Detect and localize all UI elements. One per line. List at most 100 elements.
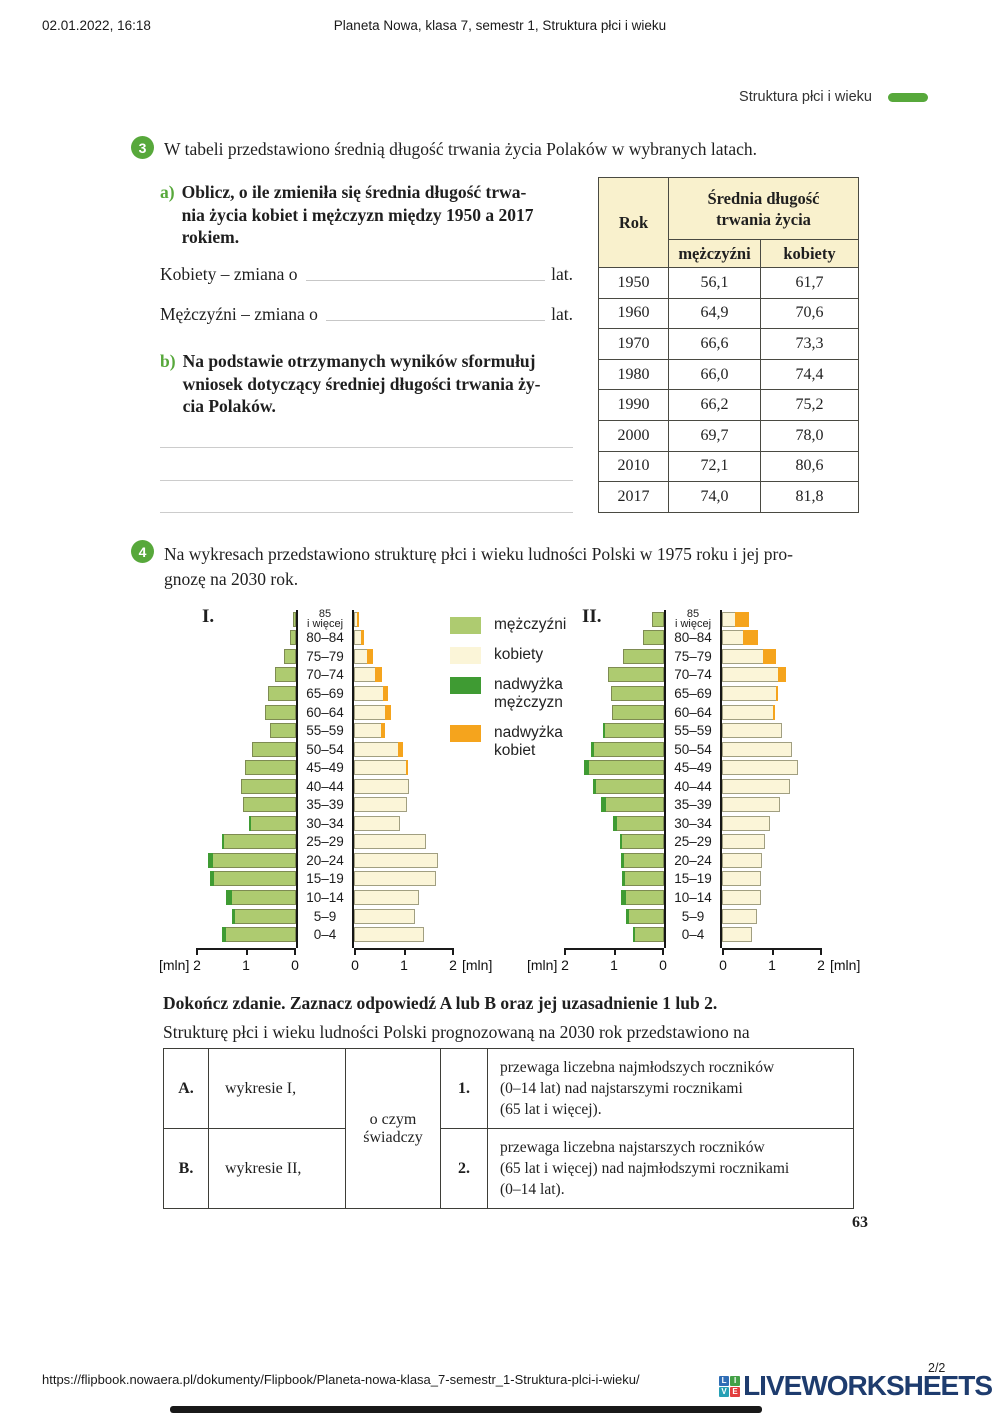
axis-tick-label: 1 xyxy=(242,957,250,973)
answer-line-2[interactable] xyxy=(160,480,573,481)
female-surplus-segment xyxy=(405,760,408,776)
reason-2-text[interactable]: przewaga liczebna najstarszych roczników… xyxy=(487,1128,854,1209)
male-bar xyxy=(283,648,296,664)
pyramid1-title: I. xyxy=(202,606,215,627)
age-label: 15–19 xyxy=(306,871,344,887)
life-table-cell: 1950 xyxy=(598,267,669,299)
life-table-cell: 2017 xyxy=(598,481,669,513)
option-b-label[interactable]: wykresie II, xyxy=(208,1128,346,1209)
male-bar xyxy=(267,685,296,701)
female-bar xyxy=(354,630,364,646)
legend-label: kobiety xyxy=(494,646,544,663)
kobiety-suffix: lat. xyxy=(551,264,573,284)
male-surplus-segment xyxy=(209,871,214,887)
legend-label: nadwyżka kobiet xyxy=(494,724,563,759)
life-table-row: 2017 74,0 81,8 xyxy=(598,481,859,513)
option-a-letter[interactable]: A. xyxy=(163,1048,209,1129)
age-label: 10–14 xyxy=(674,889,712,905)
age-label: 30–34 xyxy=(306,815,344,831)
female-surplus-segment xyxy=(382,685,388,701)
completion-sentence: Strukturę płci i wieku ludności Polski p… xyxy=(163,1022,750,1042)
axis-tick-label: 1 xyxy=(610,957,618,973)
axis-unit-label: [mln] xyxy=(527,957,558,973)
female-bar xyxy=(722,704,775,720)
page-number: 63 xyxy=(852,1214,868,1231)
age-label: 40–44 xyxy=(306,778,344,794)
task3a-label: a) xyxy=(160,182,175,202)
female-surplus-segment xyxy=(763,648,776,664)
life-table-row: 1980 66,0 74,4 xyxy=(598,358,859,391)
life-table-cell: 81,8 xyxy=(760,481,859,513)
age-label: 50–54 xyxy=(674,741,712,757)
female-surplus-segment xyxy=(380,723,385,739)
life-table-row: 1970 66,6 73,3 xyxy=(598,328,859,360)
option-a-label[interactable]: wykresie I, xyxy=(208,1048,346,1129)
logo-tile: E xyxy=(730,1386,741,1397)
source-url: https://flipbook.nowaera.pl/dokumenty/Fl… xyxy=(42,1372,640,1387)
male-surplus-segment xyxy=(612,815,617,831)
male-bar xyxy=(289,630,296,646)
task3-number-badge: 3 xyxy=(131,136,154,159)
pyramid2-female-axis: 0 1 2 [mln] xyxy=(719,948,860,973)
female-bar xyxy=(722,630,758,646)
female-bar xyxy=(722,927,752,943)
life-table-cell: 1970 xyxy=(598,328,669,360)
female-surplus-segment xyxy=(778,667,786,683)
life-table-header-rok: Rok xyxy=(598,177,669,268)
reason-1-text[interactable]: przewaga liczebna najmłodszych roczników… xyxy=(487,1048,854,1129)
section-tab: Struktura płci i wieku xyxy=(739,89,928,105)
life-table-cell: 75,2 xyxy=(760,389,859,421)
age-label: 0–4 xyxy=(313,927,337,943)
male-bar xyxy=(209,871,296,887)
axis-unit-label: [mln] xyxy=(830,957,861,973)
female-bar xyxy=(722,685,778,701)
liveworksheets-icon: L I V E xyxy=(719,1375,741,1397)
male-bar xyxy=(608,667,664,683)
age-label: 55–59 xyxy=(306,723,344,739)
answer-line-3[interactable] xyxy=(160,512,573,513)
life-table-cell: 72,1 xyxy=(668,450,761,483)
age-label: 35–39 xyxy=(674,797,712,813)
life-table-header-span: Średnia długość trwania życia xyxy=(668,177,859,240)
female-bar xyxy=(722,871,761,887)
female-surplus-segment xyxy=(772,704,775,720)
age-label: 65–69 xyxy=(306,685,344,701)
age-label: 60–64 xyxy=(674,704,712,720)
age-label: 15–19 xyxy=(674,871,712,887)
pyramid1-male-bars xyxy=(196,610,296,948)
female-bar xyxy=(722,611,749,627)
age-label: 55–59 xyxy=(674,723,712,739)
age-label: 70–74 xyxy=(674,667,712,683)
life-table-cell: 56,1 xyxy=(668,267,761,299)
female-bar xyxy=(354,834,426,850)
task3b: b) Na podstawie otrzymanych wyników sfor… xyxy=(160,350,590,418)
reason-1-number[interactable]: 1. xyxy=(440,1048,488,1129)
page-indicator: 2/2 xyxy=(928,1361,946,1375)
age-label: 75–79 xyxy=(674,648,712,664)
mezczyzni-suffix: lat. xyxy=(551,304,573,324)
female-bar xyxy=(722,760,798,776)
female-bar xyxy=(354,648,373,664)
axis-tick-label: 1 xyxy=(400,957,408,973)
male-bar xyxy=(292,611,296,627)
life-table-row: 1960 64,9 70,6 xyxy=(598,297,859,330)
male-bar xyxy=(592,778,664,794)
answer-line-1[interactable] xyxy=(160,447,573,448)
reason-2-number[interactable]: 2. xyxy=(440,1128,488,1209)
male-bar xyxy=(612,704,664,720)
mezczyzni-answer-blank[interactable] xyxy=(325,307,546,321)
option-b-letter[interactable]: B. xyxy=(163,1128,209,1209)
life-table-cell: 1960 xyxy=(598,297,669,330)
female-bar xyxy=(722,667,786,683)
age-label: 30–34 xyxy=(674,815,712,831)
kobiety-answer-blank[interactable] xyxy=(305,267,546,281)
task3b-text: Na podstawie otrzymanych wyników sformuł… xyxy=(182,351,541,416)
male-bar xyxy=(619,834,664,850)
male-surplus-segment xyxy=(619,834,622,850)
female-swatch xyxy=(450,647,481,664)
logo-tile: V xyxy=(719,1386,730,1397)
liveworksheets-logo[interactable]: L I V E LIVEWORKSHEETS xyxy=(719,1370,993,1402)
female-bar xyxy=(354,685,388,701)
print-timestamp: 02.01.2022, 16:18 xyxy=(42,18,151,33)
